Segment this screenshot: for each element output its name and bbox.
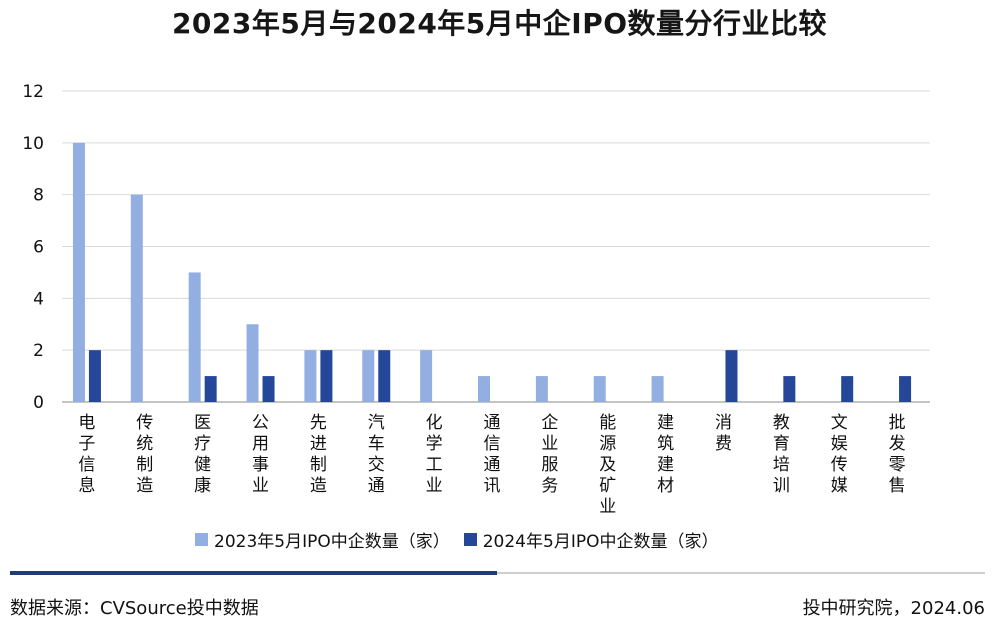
- bar-2023-2: [188, 272, 201, 402]
- y-tick-label-12: 12: [22, 82, 44, 102]
- credit-note: 投中研究院，2024.06: [802, 598, 985, 619]
- bar-2024-2: [204, 376, 217, 402]
- x-tick-label-6: 化学工业: [426, 413, 443, 496]
- x-tick-label-4: 先进制造: [310, 413, 327, 496]
- x-tick-label-10: 建筑建材: [657, 413, 674, 496]
- bar-2023-4: [304, 350, 317, 402]
- y-tick-label-6: 6: [33, 238, 44, 258]
- bar-2024-5: [378, 350, 391, 402]
- bar-2023-9: [593, 376, 606, 402]
- footer-divider: [497, 572, 985, 574]
- bar-2024-0: [88, 350, 101, 402]
- x-tick-label-2: 医疗健康: [194, 413, 211, 496]
- legend-label-2024: 2024年5月IPO中企数量（家）: [482, 532, 719, 552]
- legend-swatch-2023: [195, 533, 208, 546]
- x-tick-label-0: 电子信息: [78, 413, 95, 496]
- bar-2024-4: [320, 350, 333, 402]
- x-tick-label-7: 通信通讯: [484, 413, 501, 496]
- bar-2023-3: [246, 324, 259, 402]
- bar-2024-3: [262, 376, 275, 402]
- footer-divider-accent: [10, 571, 497, 575]
- x-tick-label-13: 文娱传媒: [831, 413, 848, 496]
- bar-2023-5: [362, 350, 375, 402]
- x-tick-label-14: 批发零售: [889, 413, 906, 496]
- bar-2024-14: [899, 376, 912, 402]
- legend-label-2023: 2023年5月IPO中企数量（家）: [214, 532, 450, 552]
- legend-swatch-2024: [463, 533, 477, 546]
- legend-item-2023: 2023年5月IPO中企数量（家）: [195, 527, 450, 552]
- y-tick-label-2: 2: [33, 341, 44, 361]
- source-note: 数据来源：CVSource投中数据: [10, 598, 259, 619]
- bar-2023-7: [478, 376, 490, 402]
- y-tick-label-8: 8: [33, 186, 44, 206]
- bar-2024-13: [841, 376, 854, 402]
- x-tick-label-1: 传统制造: [136, 413, 153, 496]
- bar-2023-6: [420, 350, 433, 402]
- bar-2023-1: [130, 194, 143, 402]
- bar-2023-8: [535, 376, 548, 402]
- y-tick-label-10: 10: [22, 134, 44, 154]
- bar-2024-12: [783, 376, 796, 402]
- chart-title: 2023年5月与2024年5月中企IPO数量分行业比较: [171, 7, 828, 40]
- x-tick-label-9: 能源及矿业: [599, 413, 616, 517]
- bar-2024-11: [725, 350, 738, 402]
- bar-chart: 0 2 4 6 8 10 12 电子信息 传统制造 医疗健康 公用事业 先进制造 汽车交通 化学工业 通信通…: [22, 82, 930, 517]
- x-tick-label-3: 公用事业: [252, 413, 269, 496]
- x-tick-label-11: 消费: [715, 413, 732, 454]
- y-tick-label-4: 4: [33, 289, 44, 309]
- legend-item-2024: 2024年5月IPO中企数量（家）: [463, 527, 719, 552]
- x-tick-label-5: 汽车交通: [368, 413, 385, 496]
- x-tick-label-12: 教育培训: [773, 413, 790, 496]
- x-tick-label-8: 企业服务: [541, 413, 558, 496]
- bar-2023-10: [651, 376, 664, 402]
- legend: 2023年5月IPO中企数量（家） 2024年5月IPO中企数量（家）: [195, 527, 732, 552]
- y-tick-label-0: 0: [33, 393, 44, 413]
- bar-2023-0: [72, 142, 85, 403]
